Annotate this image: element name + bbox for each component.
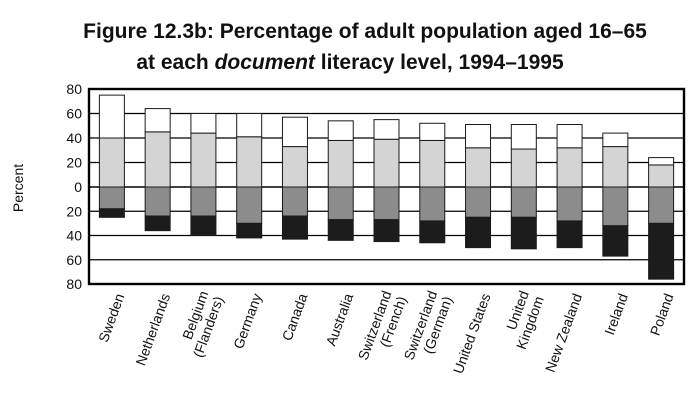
category-label-line: Netherlands [132, 291, 173, 367]
bar-segment-level-3 [236, 136, 263, 188]
category-label-line: Sweden [95, 291, 127, 344]
bar-segment-levels-4-5 [373, 119, 400, 140]
bar-segment-levels-4-5 [465, 124, 492, 149]
bar-segment-level-3 [98, 137, 125, 188]
bar-segment-level-3 [465, 147, 492, 188]
y-axis-label: Percent [10, 164, 26, 212]
category-label-line: Canada [279, 291, 311, 343]
y-tick-label: 60 [66, 252, 82, 268]
bar-segment-levels-4-5 [281, 116, 308, 148]
category-label-line: Poland [647, 291, 677, 337]
category-label: Australia [323, 291, 357, 348]
category-label: Sweden [95, 291, 127, 344]
bar-segment-level-2 [556, 186, 583, 222]
bar-segment-level-3 [281, 146, 308, 188]
title-line-2-start: at each [136, 51, 214, 74]
bar-segment-levels-4-5 [648, 157, 675, 166]
bar-segment-level-3 [419, 139, 446, 188]
bar-segment-level-2 [419, 186, 446, 222]
y-tick-label: 40 [66, 130, 82, 146]
bars [98, 94, 675, 280]
category-label-line: United States [450, 291, 494, 375]
bar-segment-level-1 [281, 215, 308, 240]
y-tick-label: 40 [66, 228, 82, 244]
bar-segment-level-3 [648, 164, 675, 188]
bar-segment-level-1 [98, 208, 125, 218]
bar-segment-level-2 [510, 186, 537, 218]
bar-segment-level-2 [373, 186, 400, 221]
y-tick-label: 80 [66, 276, 82, 292]
bar-segment-levels-4-5 [236, 113, 263, 138]
bar-segment-levels-4-5 [602, 132, 629, 148]
y-tick-labels: 80 60 40 20 0 20 40 60 80 [66, 81, 82, 292]
category-label: New Zealand [542, 291, 585, 374]
category-label: Switzerland(German) [400, 289, 455, 362]
category-label: Germany [230, 291, 265, 351]
bar-segment-level-2 [327, 186, 354, 221]
category-label: Canada [279, 291, 311, 343]
bar-segment-levels-4-5 [556, 124, 583, 149]
title-line-2-end: literacy level, 1994–1995 [315, 51, 564, 74]
bar-segment-level-1 [510, 216, 537, 250]
bar-segment-level-2 [236, 186, 263, 224]
bar-segment-level-2 [144, 186, 171, 217]
y-tick-label: 80 [66, 81, 82, 97]
category-label-line: Germany [230, 291, 265, 351]
bar-segment-level-1 [556, 220, 583, 249]
bar-segment-level-2 [648, 186, 675, 224]
bar-segment-levels-4-5 [144, 108, 171, 133]
category-label: Ireland [601, 291, 631, 337]
category-label-line: New Zealand [542, 291, 585, 374]
y-tick-label: 20 [66, 155, 82, 171]
bar-segment-level-1 [236, 222, 263, 239]
bar-segment-level-3 [373, 138, 400, 188]
bar-segment-level-1 [648, 222, 675, 280]
title-line-2-emphasis: document [215, 51, 316, 74]
bar-segment-level-1 [419, 220, 446, 244]
category-label: Poland [647, 291, 677, 337]
bar-segment-level-2 [465, 186, 492, 218]
bar-segment-level-2 [281, 186, 308, 217]
category-label: Netherlands [132, 291, 173, 367]
category-label-line: Ireland [601, 291, 631, 337]
category-label: United States [450, 291, 494, 375]
bar-segment-levels-4-5 [419, 122, 446, 141]
category-label: Belgium(Flanders) [179, 289, 226, 360]
category-label-line: Australia [323, 291, 357, 348]
bar-segment-level-1 [373, 219, 400, 243]
bar-segment-levels-4-5 [327, 120, 354, 141]
category-labels: Sweden Netherlands Belgium(Flanders) German… [95, 289, 677, 376]
bar-segment-level-1 [190, 215, 217, 237]
bar-segment-level-1 [465, 216, 492, 249]
bar-segment-level-1 [144, 215, 171, 232]
chart-title-line-2: at each document literacy level, 1994–19… [136, 51, 564, 74]
y-tick-label: 60 [66, 106, 82, 122]
bar-segment-levels-4-5 [510, 124, 537, 150]
y-tick-label: 20 [66, 203, 82, 219]
bar-segment-levels-4-5 [190, 113, 217, 134]
bar-segment-level-3 [144, 131, 171, 188]
bar-segment-level-3 [190, 132, 217, 188]
bar-segment-level-3 [602, 146, 629, 188]
chart-title-line-1: Figure 12.3b: Percentage of adult popula… [83, 20, 647, 43]
plot-frame [87, 87, 686, 286]
bar-segment-levels-4-5 [98, 94, 125, 139]
bar-segment-level-3 [327, 139, 354, 188]
bar-segment-level-2 [602, 186, 629, 227]
bar-segment-level-1 [327, 219, 354, 241]
bar-segment-level-3 [556, 147, 583, 188]
bar-segment-level-3 [510, 148, 537, 188]
bar-segment-level-2 [190, 186, 217, 217]
bar-segment-level-2 [98, 186, 125, 210]
bar-segment-level-1 [602, 225, 629, 257]
y-tick-label: 0 [74, 179, 82, 195]
